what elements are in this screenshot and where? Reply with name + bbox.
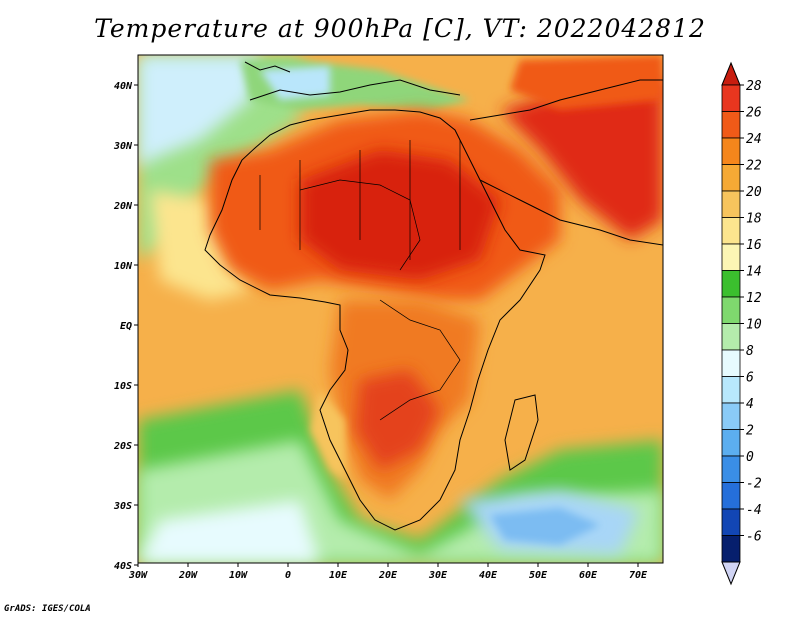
middle-east-coastline [469, 79, 663, 121]
lat-label: 10S [114, 381, 132, 392]
south-indian-dark-blue-field [490, 508, 600, 545]
lat-label: 40N [114, 81, 133, 92]
colorbar-segment [721, 482, 741, 510]
colorbar-label: -4 [746, 503, 762, 518]
colorbar-label: -6 [746, 530, 762, 545]
lon-label: 40E [479, 570, 498, 581]
lat-label: EQ [120, 321, 132, 332]
colorbar-label: 24 [746, 132, 762, 147]
south-atlantic-pale-field [138, 500, 320, 563]
colorbar-segment [721, 137, 741, 165]
colorbar-segment [721, 243, 741, 271]
colorbar-label: 16 [746, 238, 762, 253]
coastlines [204, 61, 663, 531]
lat-label: 30S [113, 501, 132, 512]
colorbar-segment [721, 376, 741, 404]
mediterranean-coastline [249, 79, 461, 101]
axis-labels: 30W 20W 10W 0 10E 20E 30E 40E 50E 60E 70E 40N 30N 20N… [113, 81, 648, 581]
lat-label: 40S [114, 561, 132, 572]
colorbar-segment [721, 270, 741, 298]
colorbar-label: 6 [746, 371, 754, 386]
iberia-cool-field [260, 66, 330, 100]
lat-label: 20N [113, 201, 133, 212]
colorbar-label: 8 [746, 344, 754, 359]
lon-label: 50E [529, 570, 548, 581]
colorbar-top-arrow [721, 61, 741, 86]
madagascar-coastline [504, 394, 539, 471]
colorbar-label: 0 [746, 450, 754, 465]
sahel-hottest-field [300, 150, 500, 280]
colorbar-label: 10 [746, 318, 762, 333]
africa-coastline [204, 109, 546, 531]
colorbar-label: -2 [746, 477, 762, 492]
arabian-sea-coastline [479, 179, 663, 246]
colorbar-label: 28 [746, 79, 762, 94]
colorbar-label: 14 [746, 265, 762, 280]
colorbar-label: 26 [746, 106, 762, 121]
iberia-coastline [244, 61, 291, 73]
colorbar-label: 12 [746, 291, 762, 306]
colorbar-label: 20 [746, 185, 762, 200]
country-borders-meridional [259, 140, 461, 260]
arabia-hot-field [500, 80, 663, 240]
country-borders-south [379, 299, 461, 421]
chart-title: Temperature at 900hPa [C], VT: 202204281… [94, 14, 706, 43]
colorbar-segment [721, 84, 741, 112]
colorbar-segment [721, 164, 741, 192]
lon-label: 30E [428, 570, 448, 581]
colorbar-segment [721, 190, 741, 218]
lon-label: 0 [285, 570, 291, 581]
north-atlantic-cool-field [138, 55, 260, 170]
lat-label: 20S [113, 441, 132, 452]
iran-hot-field [510, 55, 663, 110]
colorbar-label: 18 [746, 212, 762, 227]
colorbar-segment [721, 111, 741, 139]
namibia-coast-field [310, 390, 345, 480]
lon-label: 20E [378, 570, 398, 581]
lon-label: 10W [229, 570, 248, 581]
colorbar-label: 4 [746, 397, 754, 412]
colorbar-segment [721, 349, 741, 377]
west-coast-water-field [150, 190, 250, 300]
colorbar-segment [721, 402, 741, 430]
lon-label: 20W [178, 570, 198, 581]
kalahari-hot-field [355, 370, 440, 470]
colorbar-segment [721, 429, 741, 457]
colorbar-segment [721, 535, 741, 563]
temperature-field [138, 55, 663, 563]
lon-label: 30W [128, 570, 148, 581]
colorbar-segment [721, 323, 741, 351]
colorbar-segment [721, 296, 741, 324]
lat-label: 10N [114, 261, 133, 272]
colorbar-segment [721, 455, 741, 483]
colorbar-bottom-arrow [721, 561, 741, 586]
lon-label: 70E [629, 570, 648, 581]
colorbar-label: 2 [746, 424, 754, 439]
credit-text: GrADS: IGES/COLA [4, 604, 91, 614]
colorbar-segment [721, 217, 741, 245]
lon-label: 10E [329, 570, 348, 581]
plot-frame [137, 54, 664, 564]
lon-label: 60E [579, 570, 598, 581]
colorbar-label: 22 [746, 159, 762, 174]
axis-ticks [134, 84, 639, 567]
country-borders-north [299, 179, 421, 271]
colorbar-segment [721, 508, 741, 536]
lat-label: 30N [113, 141, 133, 152]
